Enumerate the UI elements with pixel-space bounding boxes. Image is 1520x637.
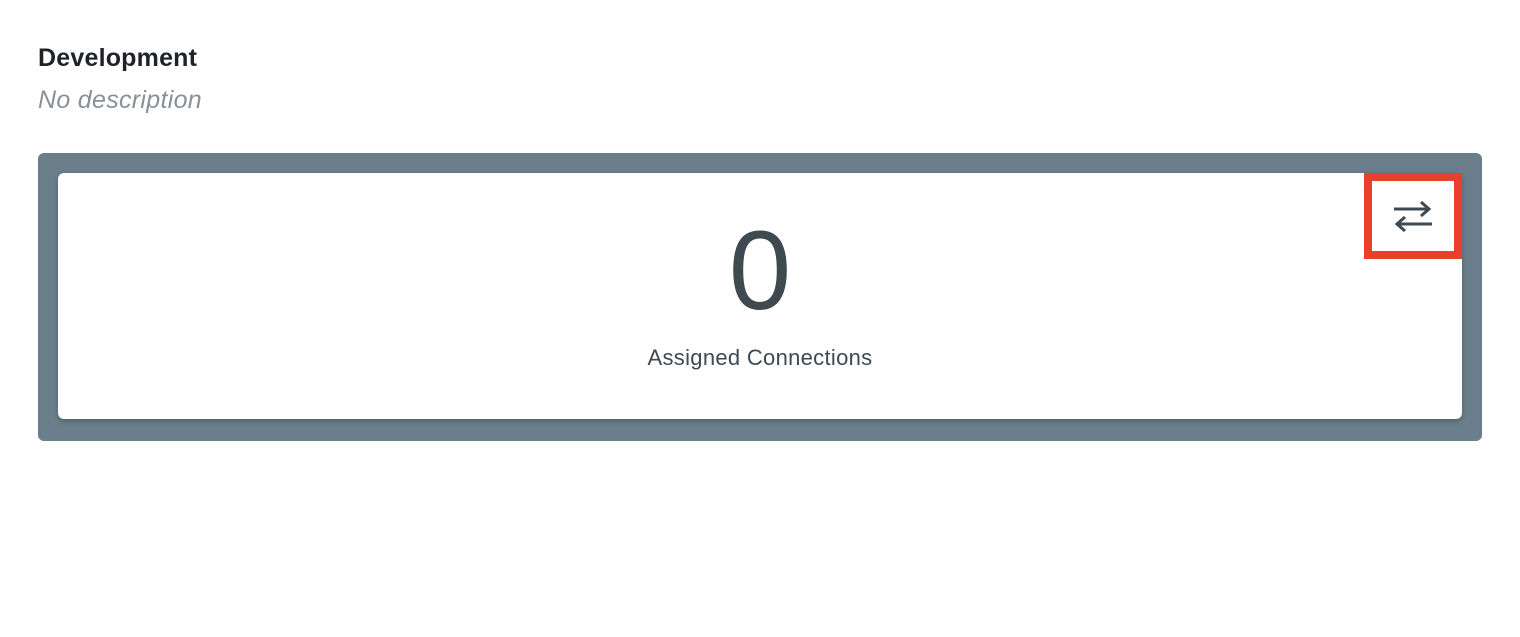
assigned-connections-card: 0 Assigned Connections (58, 173, 1462, 419)
assigned-connections-count: 0 (728, 208, 792, 333)
swap-arrows-icon (1392, 200, 1434, 232)
environment-title: Development (38, 44, 198, 72)
swap-connections-button[interactable] (1364, 173, 1462, 259)
environment-description: No description (38, 86, 203, 114)
connections-panel: 0 Assigned Connections (38, 153, 1482, 441)
assigned-connections-label: Assigned Connections (647, 345, 873, 370)
